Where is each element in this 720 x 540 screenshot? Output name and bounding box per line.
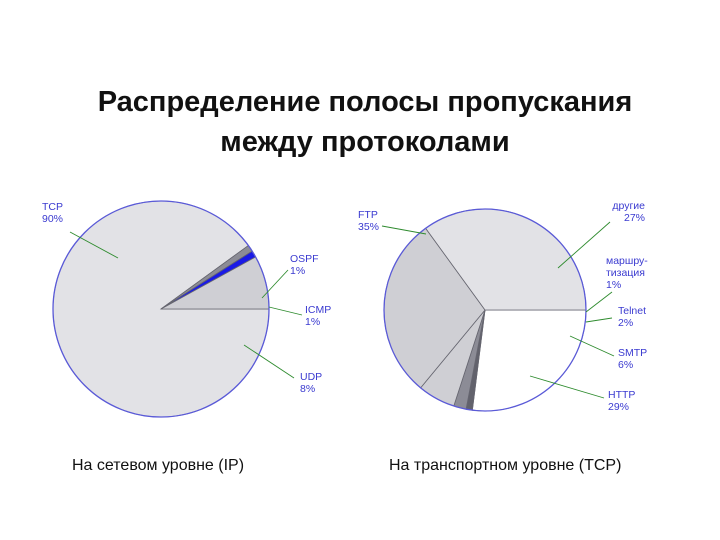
leader-line-tcp (69, 231, 119, 259)
title-line-1: Распределение полосы пропускания (97, 86, 633, 118)
title-line-2: между протоколами (220, 126, 510, 158)
pie-chart-1: другие 27% маршру-тизация 1% Telnet 2% SMTP 6% H… (358, 200, 648, 413)
pie-slice-другие (471, 309, 587, 412)
slice-label-ospf: OSPF 1% (290, 253, 319, 277)
leader-line-telnet (585, 317, 613, 323)
leader-line-http (529, 375, 605, 399)
slice-label-smtp: SMTP 6% (618, 347, 647, 371)
chart-title: Распределение полосы пропускания между п… (0, 82, 720, 162)
pie-outline (52, 200, 270, 418)
slice-label-telnet: Telnet 2% (618, 305, 646, 329)
slice-label-tcp: TCP 90% (42, 201, 63, 225)
slice-label-ftp: FTP 35% (358, 209, 379, 233)
caption-tcp-level: На транспортном уровне (TCP) (389, 457, 622, 474)
slice-label-udp: UDP 8% (300, 371, 322, 395)
leader-line-icmp (268, 306, 303, 316)
slice-label-icmp: ICMP 1% (305, 304, 331, 328)
leader-line-smtp (569, 335, 615, 357)
slice-label-маршру-тизация: маршру-тизация 1% (606, 255, 648, 291)
leader-line-ospf (261, 269, 289, 299)
leader-line-маршру-тизация (585, 291, 613, 313)
leader-line-ftp (381, 225, 427, 235)
leader-line-другие (557, 221, 611, 269)
pie-chart-0: TCP 90% OSPF 1% ICMP 1% UDP 8% (42, 200, 331, 418)
slice-label-http: HTTP 29% (608, 389, 635, 413)
slice-label-другие: другие 27% (612, 200, 645, 224)
pie-outline (383, 208, 587, 412)
leader-line-udp (243, 344, 295, 379)
caption-ip-level: На сетевом уровне (IP) (72, 457, 245, 474)
